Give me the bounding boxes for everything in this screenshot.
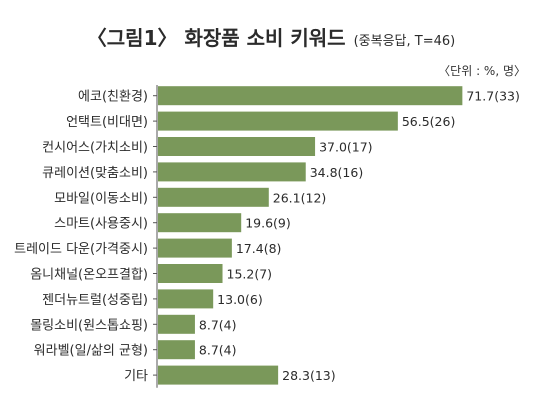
category-label: 트레이드 다운(가격중시): [14, 242, 148, 257]
category-label: 젠더뉴트럴(성중립): [42, 293, 148, 308]
bar: [158, 111, 398, 131]
bar: [158, 238, 232, 258]
category-label: 워라벨(일/삶의 균형): [34, 344, 148, 359]
bar: [158, 314, 195, 334]
data-label: 8.7(4): [199, 343, 237, 358]
data-label: 37.0(17): [319, 140, 373, 155]
data-label: 71.7(33): [466, 89, 519, 104]
unit-note: 〈단위 : %, 명〉: [438, 64, 526, 78]
data-label: 56.5(26): [402, 114, 456, 129]
bar: [158, 137, 316, 156]
category-label: 스마트(사용중시): [54, 217, 148, 232]
bar: [158, 213, 242, 233]
category-label: 옴니채널(온오프결합): [30, 268, 148, 283]
category-label: 언택트(비대면): [66, 115, 148, 130]
data-label: 19.6(9): [245, 216, 291, 231]
chart-title-main: 〈그림1〉 화장품 소비 키워드: [86, 26, 346, 50]
bar: [158, 289, 214, 309]
category-label: 기타: [124, 369, 148, 384]
data-label: 28.3(13): [282, 368, 336, 383]
bar: [158, 365, 279, 385]
chart-subtitle: (중복응답, T=46): [353, 34, 456, 49]
bar: [158, 340, 195, 360]
data-label: 8.7(4): [199, 317, 237, 332]
category-label: 큐레이션(맞춤소비): [42, 166, 148, 181]
data-label: 13.0(6): [217, 292, 263, 307]
category-label: 몰링소비(원스톱쇼핑): [30, 318, 148, 333]
data-label: 26.1(12): [273, 190, 327, 205]
data-label: 15.2(7): [227, 267, 273, 282]
data-label: 17.4(8): [236, 241, 282, 256]
category-label: 컨시어스(가치소비): [42, 141, 148, 156]
bar: [158, 86, 463, 106]
data-label: 34.8(16): [310, 165, 364, 180]
bar: [158, 162, 306, 182]
bar: [158, 264, 223, 283]
bar: [158, 187, 269, 207]
chart-title: 〈그림1〉 화장품 소비 키워드 (중복응답, T=46): [0, 22, 542, 51]
category-label: 에코(친환경): [78, 90, 148, 105]
category-label: 모바일(이동소비): [54, 191, 148, 206]
